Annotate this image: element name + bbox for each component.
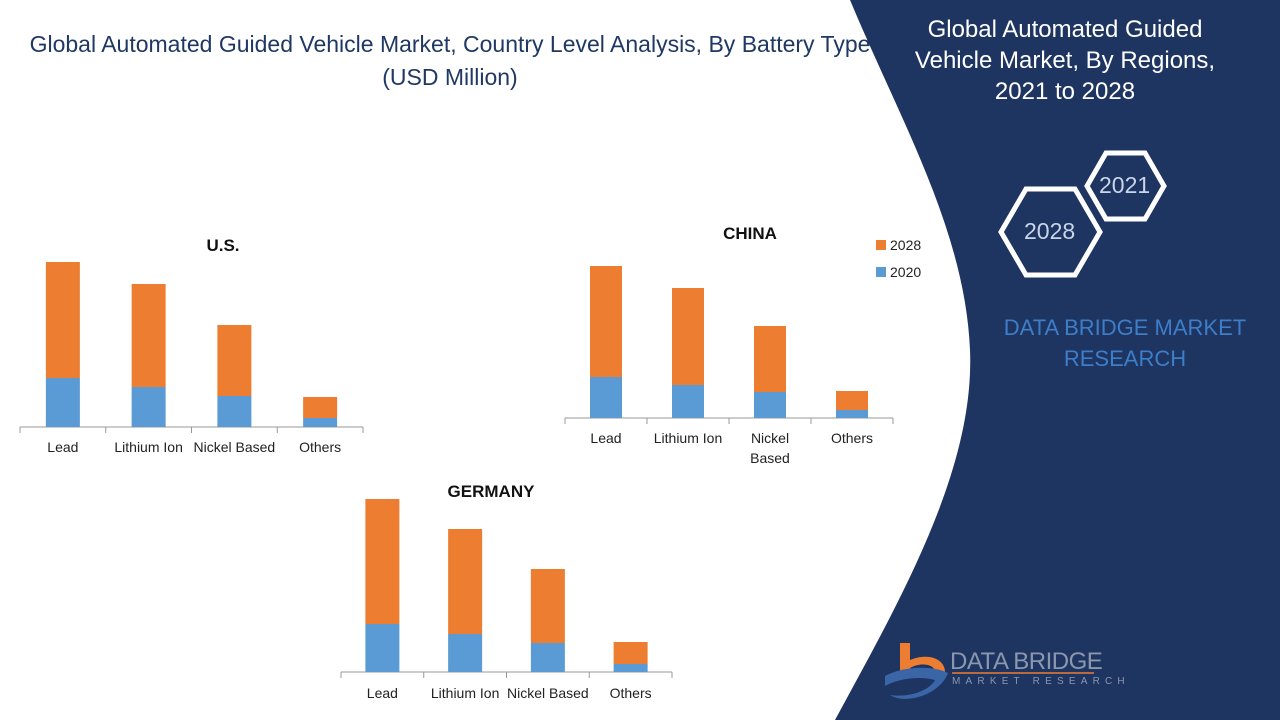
x-tick-label: Nickel Based [507, 685, 589, 701]
bar-2020-lead [590, 377, 622, 418]
x-tick-label: Lead [590, 430, 621, 446]
bar-2028-others [613, 642, 648, 664]
bar-2020-nickel-based [754, 392, 786, 418]
bar-2020-lithium-ion [448, 634, 483, 672]
legend-label-2028: 2028 [890, 237, 921, 253]
x-tick-label: Nickel Based [194, 439, 276, 455]
hex-label-2021: 2021 [1099, 172, 1151, 198]
bar-2028-lead [45, 262, 80, 378]
bar-2028-nickel-based [754, 326, 786, 392]
bar-2028-lead [365, 499, 400, 624]
chart-title: U.S. [206, 236, 239, 255]
bar-2020-others [613, 664, 648, 672]
legend-label-2020: 2020 [890, 264, 921, 280]
bar-2028-lithium-ion [672, 288, 704, 385]
side-panel [835, 0, 1280, 720]
side-panel-title: Global Automated Guided Vehicle Market, … [914, 16, 1216, 105]
bar-2020-lead [365, 624, 400, 672]
hexagon-2028 [998, 186, 1103, 278]
page-title: Global Automated Guided Vehicle Market, … [29, 31, 871, 90]
legend-swatch-2020 [876, 267, 886, 277]
x-tick-label: Lithium Ion [654, 430, 722, 446]
bar-2028-lithium-ion [131, 284, 166, 387]
x-tick-label: Based [750, 450, 790, 466]
bar-2028-others [836, 391, 868, 410]
bar-2028-others [303, 397, 338, 418]
legend-swatch-2028 [876, 240, 886, 250]
x-tick-label: Nickel [751, 430, 789, 446]
bar-2028-lithium-ion [448, 529, 483, 634]
bar-2028-nickel-based [217, 325, 252, 396]
bar-2020-others [836, 410, 868, 418]
hex-label-2028: 2028 [1024, 218, 1076, 244]
chart-title: GERMANY [448, 482, 536, 501]
bar-2020-nickel-based [530, 643, 565, 672]
x-tick-label: Lithium Ion [431, 685, 499, 701]
brand-text: DATA BRIDGE MARKET RESEARCH [1003, 315, 1247, 371]
x-tick-label: Lead [367, 685, 398, 701]
logo-text: DATA BRIDGE [950, 648, 1103, 675]
bar-2020-others [303, 418, 338, 427]
bar-2028-nickel-based [530, 569, 565, 643]
x-tick-label: Others [299, 439, 341, 455]
bar-2020-lead [45, 378, 80, 427]
chart-title: CHINA [723, 224, 777, 243]
bar-2028-lead [590, 266, 622, 377]
x-tick-label: Lead [47, 439, 78, 455]
x-tick-label: Others [831, 430, 873, 446]
x-tick-label: Others [610, 685, 652, 701]
bar-2020-lithium-ion [131, 387, 166, 427]
bar-2020-lithium-ion [672, 385, 704, 418]
bar-2020-nickel-based [217, 396, 252, 427]
logo-subtext: MARKET RESEARCH [952, 676, 1130, 687]
hexagon-2021 [1084, 150, 1167, 222]
x-tick-label: Lithium Ion [114, 439, 182, 455]
logo-icon [885, 643, 948, 699]
